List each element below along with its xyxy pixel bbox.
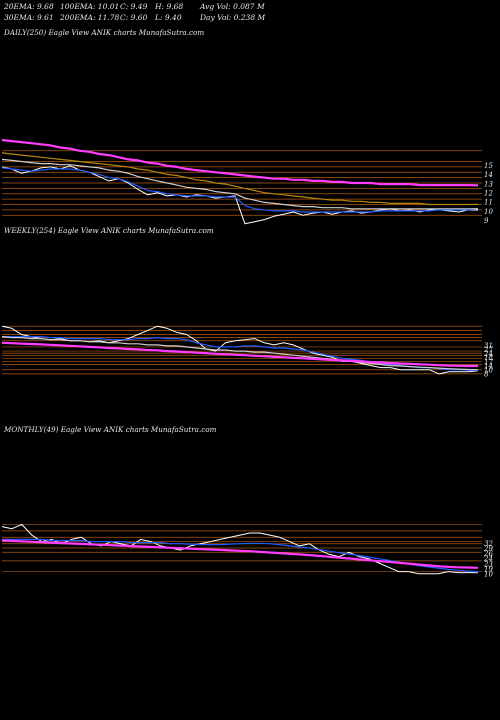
monthly-tick-label: 24	[483, 555, 493, 563]
weekly-series-line	[1, 336, 479, 371]
open-stat: C: 9.60	[120, 13, 148, 22]
daily-tick-label: 10	[484, 208, 493, 216]
daily-series-line	[1, 158, 479, 210]
monthly-tick-label: 19	[484, 565, 493, 573]
weekly-tick-label: 8	[484, 371, 489, 379]
weekly-tick-label: 14	[484, 362, 493, 370]
high-stat: H: 9.68	[155, 2, 184, 11]
daily-tick-label: 14	[484, 171, 493, 179]
daily-chart-label: DAILY(250) Eagle View ANIK charts Munafa…	[4, 28, 205, 37]
weekly-tick-label: 17	[484, 358, 493, 366]
daily-tick-label: 15	[484, 162, 493, 170]
weekly-tick-label: 31	[484, 342, 493, 350]
ema20-stat: 20EMA: 9.68	[4, 2, 54, 11]
weekly-tick-label: 27	[483, 346, 493, 354]
weekly-series-line	[2, 336, 479, 372]
weekly-series-line	[1, 341, 478, 368]
daily-tick-label: 11	[484, 199, 493, 207]
monthly-tick-label: 29	[483, 545, 493, 553]
daily-series-line	[1, 152, 479, 206]
ema30-stat: 30EMA: 9.61	[4, 13, 54, 22]
monthly-tick-label: 23	[483, 560, 493, 568]
ema200-stat: 200EMA: 11.78	[60, 13, 120, 22]
monthly-series-line	[1, 523, 479, 575]
daily-tick-label: 12	[484, 190, 493, 198]
monthly-chart-label: MONTHLY(49) Eagle View ANIK charts Munaf…	[4, 425, 217, 434]
monthly-series-line	[1, 539, 479, 569]
low-stat: L: 9.40	[155, 13, 182, 22]
avg-vol-stat: Avg Vol: 0.087 M	[200, 2, 265, 11]
daily-tick-label: 13	[484, 180, 493, 188]
close-stat: C: 9.49	[120, 2, 148, 11]
daily-tick-label: 9	[484, 217, 489, 225]
monthly-tick-label: 26	[483, 550, 493, 558]
weekly-tick-label: 24	[483, 350, 493, 358]
weekly-tick-label: 18	[484, 354, 493, 362]
daily-series-line	[1, 138, 479, 187]
monthly-tick-label: 10	[484, 570, 493, 578]
ema100-stat: 100EMA: 10.01	[60, 2, 120, 11]
weekly-tick-label: 10	[484, 366, 493, 374]
day-vol-stat: Day Vol: 0.238 M	[200, 13, 266, 22]
monthly-tick-label: 32	[484, 540, 493, 548]
daily-series-line	[1, 167, 479, 213]
weekly-chart-label: WEEKLY(254) Eagle View ANIK charts Munaf…	[4, 226, 214, 235]
